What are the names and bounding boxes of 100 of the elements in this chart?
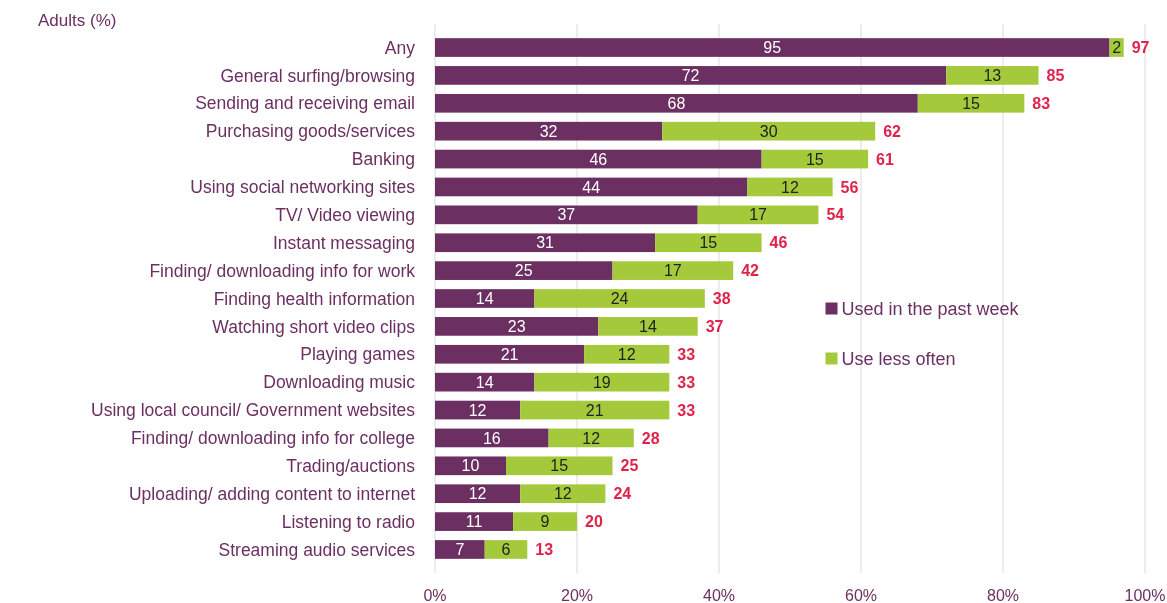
total-label: 33 <box>677 401 696 419</box>
bar <box>946 66 1039 85</box>
data-label: 19 <box>592 373 611 391</box>
data-label: 14 <box>639 317 657 335</box>
data-label: 44 <box>582 178 601 196</box>
data-label: 14 <box>475 290 494 308</box>
x-tick-label: 40% <box>702 587 736 603</box>
bar <box>435 149 762 169</box>
bar <box>662 121 876 141</box>
y-tick-label: Using social networking sites <box>190 177 416 198</box>
data-label: 12 <box>468 401 487 419</box>
y-tick-label: General surfing/browsing <box>220 65 415 86</box>
bar <box>435 512 514 531</box>
bar <box>513 512 577 531</box>
y-tick-label: Uploading/ adding content to internet <box>128 483 416 504</box>
data-label: 14 <box>475 373 494 391</box>
total-label: 28 <box>641 429 660 447</box>
data-label: 9 <box>540 513 550 531</box>
data-label: 37 <box>557 206 576 224</box>
y-tick-label: Purchasing goods/services <box>205 121 416 142</box>
data-label: 15 <box>962 94 981 112</box>
x-tick-label: 100% <box>1124 587 1166 603</box>
total-label: 33 <box>677 345 696 363</box>
data-label: 21 <box>500 345 519 363</box>
bar <box>435 121 663 141</box>
bar <box>435 428 549 448</box>
total-label: 13 <box>535 541 554 559</box>
bar <box>435 289 535 308</box>
data-label: 7 <box>455 541 465 559</box>
total-label: 83 <box>1032 94 1051 112</box>
data-label: 17 <box>663 262 682 280</box>
y-tick-label: TV/ Video viewing <box>275 204 415 225</box>
data-label: 12 <box>468 485 487 503</box>
bar <box>506 456 613 476</box>
bar <box>435 205 698 225</box>
data-label: 12 <box>553 485 572 503</box>
total-label: 25 <box>620 457 639 475</box>
data-label: 68 <box>667 94 686 112</box>
legend-label: Use less often <box>841 348 956 369</box>
total-label: 46 <box>769 234 788 252</box>
legend-label: Used in the past week <box>841 298 1020 319</box>
y-tick-label: Finding/ downloading info for work <box>149 260 416 281</box>
bar <box>655 233 762 253</box>
data-label: 15 <box>550 457 569 475</box>
bar <box>548 428 634 448</box>
x-tick-label: 20% <box>560 587 594 603</box>
y-tick-label: Instant messaging <box>272 232 415 253</box>
data-label: 12 <box>617 345 636 363</box>
data-label: 23 <box>507 317 526 335</box>
bar <box>520 400 670 420</box>
total-label: 61 <box>876 150 894 168</box>
bar <box>435 372 535 392</box>
bar <box>534 372 670 392</box>
bar <box>917 93 1025 113</box>
x-tick-label: 0% <box>423 587 447 603</box>
bar <box>612 261 734 280</box>
y-tick-label: Finding health information <box>213 288 415 309</box>
bar <box>435 93 918 113</box>
bar <box>747 177 833 197</box>
y-tick-label: Playing games <box>300 344 416 365</box>
data-label: 30 <box>759 122 778 140</box>
x-tick-label: 80% <box>986 587 1020 603</box>
y-tick-label: Downloading music <box>263 372 416 393</box>
total-label: 62 <box>883 122 902 140</box>
bar <box>435 484 521 504</box>
bar <box>584 344 670 364</box>
total-label: 38 <box>712 290 731 308</box>
bar <box>435 177 748 197</box>
y-tick-label: Finding/ downloading info for college <box>130 428 415 449</box>
data-label: 16 <box>482 429 501 447</box>
data-label: 32 <box>539 122 558 140</box>
x-tick-label: 60% <box>844 587 878 603</box>
total-label: 37 <box>705 317 724 335</box>
total-label: 33 <box>677 373 696 391</box>
bar <box>435 317 599 336</box>
data-label: 17 <box>749 206 768 224</box>
y-tick-label: Streaming audio services <box>218 539 416 560</box>
data-label: 12 <box>582 429 601 447</box>
y-tick-label: Listening to radio <box>281 511 415 532</box>
bar <box>534 289 705 308</box>
data-label: 2 <box>1112 39 1122 57</box>
y-tick-label: Any <box>384 37 416 58</box>
bar <box>761 149 869 169</box>
y-tick-label: Trading/auctions <box>286 455 416 476</box>
total-label: 97 <box>1131 39 1150 57</box>
total-label: 42 <box>741 262 760 280</box>
data-label: 11 <box>465 513 483 531</box>
y-tick-label: Banking <box>351 149 415 170</box>
bar <box>697 205 819 225</box>
bar <box>435 66 947 85</box>
data-label: 15 <box>805 150 824 168</box>
y-tick-label: Using local council/ Government websites <box>91 400 416 421</box>
data-label: 31 <box>536 234 555 252</box>
data-label: 46 <box>589 150 608 168</box>
data-label: 13 <box>983 67 1002 85</box>
data-label: 25 <box>514 262 533 280</box>
bar <box>435 38 1110 57</box>
data-label: 6 <box>501 541 511 559</box>
data-label: 21 <box>585 401 604 419</box>
bar <box>435 233 656 253</box>
